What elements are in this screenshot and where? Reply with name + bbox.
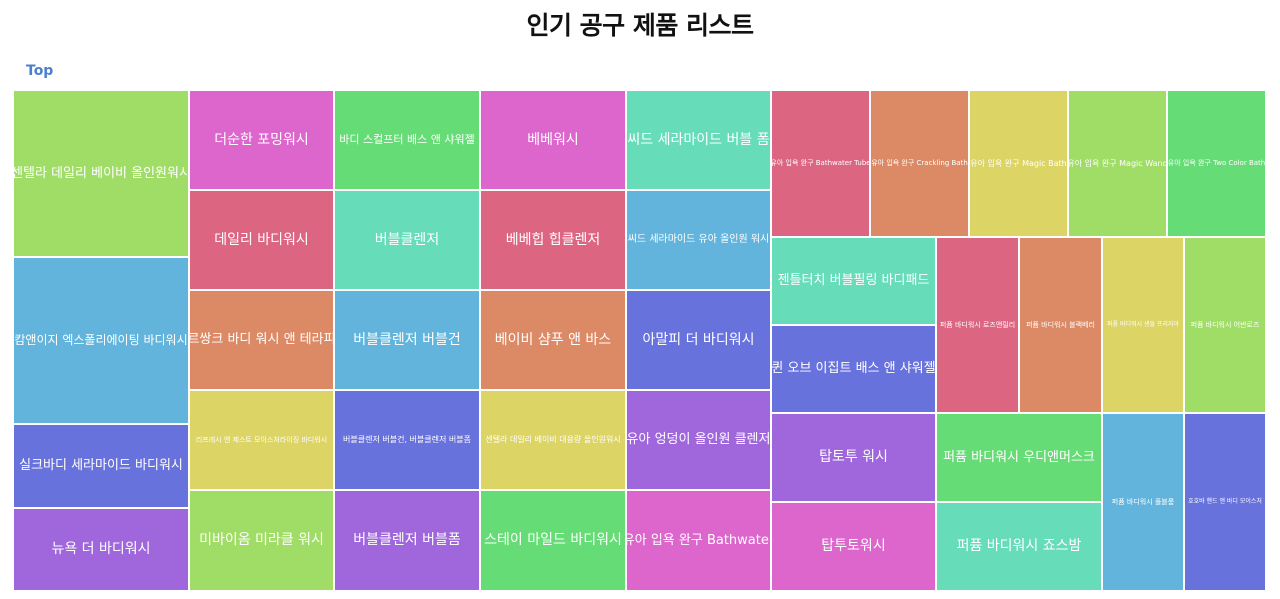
treemap-tile[interactable]: 베베힙 힙클렌저 [480, 190, 626, 290]
treemap-tile-label: 버블클렌저 버블폼 [353, 532, 461, 549]
treemap-tile[interactable]: 탑투토워시 [771, 502, 936, 591]
treemap-tile[interactable]: 퀸 오브 이집트 배스 앤 샤워젤 [771, 325, 936, 413]
treemap-tile-label: 실크바디 세라마이드 바디워시 [19, 458, 183, 474]
treemap-tile[interactable]: 유아 입욕 완구 Bathwater Tube [771, 90, 870, 237]
treemap-tile[interactable]: 센텔라 데일리 베이비 대용량 올인원워시 [480, 390, 626, 490]
treemap-tile-label: 센텔라 데일리 베이비 대용량 올인원워시 [485, 435, 621, 445]
treemap-tile-label: 데일리 바디워시 [214, 231, 309, 248]
treemap-tile[interactable]: 캄앤이지 엑스폴리에이팅 바디워시 [13, 257, 189, 424]
treemap-tile-label: 유아 입욕 완구 Two Color Bath [1167, 159, 1266, 168]
treemap-tile-label: 베이비 샴푸 앤 바스 [494, 331, 612, 348]
treemap-tile-label: 퍼퓸 바디워시 블랙베리 [1026, 320, 1095, 329]
treemap-tile[interactable]: 호호바 핸드 앤 바디 모이스처 [1184, 413, 1266, 591]
treemap-tile[interactable]: 미바이옴 미라클 워시 [189, 490, 334, 591]
treemap-tile-label: 퍼퓸 바디워시 죠스밤 [956, 538, 1082, 555]
treemap-tile-label: 미바이옴 미라클 워시 [199, 532, 324, 549]
treemap-tile-label: 퀸 오브 이집트 배스 앤 샤워젤 [771, 361, 936, 377]
treemap-tile[interactable]: 퍼퓸 바디워시 로즈앤릴리 [936, 237, 1019, 413]
treemap-tile-label: 버블클렌저 [374, 231, 440, 248]
treemap-tile[interactable]: 퍼퓸 바디워시 죠스밤 [936, 502, 1102, 591]
treemap-tile-label: 버블클렌저 버블건, 버블클렌저 버블폼 [343, 435, 471, 445]
treemap-tile[interactable]: 퍼퓸 바디워시 블랙베리 [1019, 237, 1102, 413]
treemap-tile[interactable]: 뉴욕 더 바디워시 [13, 508, 189, 591]
treemap-tile[interactable]: 유아 입욕 완구 Two Color Bath [1167, 90, 1266, 237]
treemap-tile[interactable]: 실크바디 세라마이드 바디워시 [13, 424, 189, 508]
treemap-tile[interactable]: 버블클렌저 버블건 [334, 290, 480, 390]
treemap-tile-label: 스테이 마일드 바디워시 [484, 532, 622, 549]
treemap-tile-label: 베베워시 [527, 131, 579, 148]
treemap-tile-label: 뉴욕 더 바디워시 [51, 541, 151, 558]
treemap-tile-label: 바디 스컬프터 배스 앤 샤워젤 [339, 133, 475, 147]
treemap-tile-label: 센텔라 데일리 베이비 올인원워시 [13, 165, 189, 181]
treemap-tile-label: 퍼퓸 바디워시 로즈앤릴리 [939, 320, 1016, 329]
treemap-tile[interactable]: 퍼퓸 바디워시 샌들 프리지아 [1102, 237, 1184, 413]
treemap-tile-label: 호호바 핸드 앤 바디 모이스처 [1188, 498, 1262, 506]
treemap-tile[interactable]: 유아 입욕 완구 Magic Bath [969, 90, 1068, 237]
treemap-tile-label: 유아 입욕 완구 Bathwater Tube [771, 159, 870, 168]
treemap-tile[interactable]: 퍼퓸 바디워시 우디앤머스크 [936, 413, 1102, 502]
treemap-tile-label: 더순한 포밍워시 [214, 131, 309, 148]
treemap-tile-label: 씨드 세라마이드 버블 폼 [627, 131, 770, 148]
treemap-tile[interactable]: 버블클렌저 [334, 190, 480, 290]
treemap-tile[interactable]: 씨드 세라마이드 버블 폼 [626, 90, 771, 190]
treemap-tile[interactable]: 버블클렌저 버블건, 버블클렌저 버블폼 [334, 390, 480, 490]
treemap-tile[interactable]: 베베워시 [480, 90, 626, 190]
treemap-tile[interactable]: 르쌍크 바디 워시 앤 테라피 [189, 290, 334, 390]
treemap-tile-label: 탑투토워시 [821, 538, 886, 555]
treemap-tile-label: 베베힙 힙클렌저 [505, 231, 601, 248]
treemap-tile-label: 탑토투 워시 [819, 449, 888, 466]
treemap-tile[interactable]: 스테이 마일드 바디워시 [480, 490, 626, 591]
treemap-tile[interactable]: 퍼퓸 바디워시 어반로즈 [1184, 237, 1266, 413]
treemap-tile[interactable]: 퍼퓸 바디워시 풀블룸 [1102, 413, 1184, 591]
treemap-tile-label: 캄앤이지 엑스폴리에이팅 바디워시 [14, 333, 188, 348]
treemap-tile-label: 퍼퓸 바디워시 샌들 프리지아 [1107, 321, 1179, 329]
treemap-tile-label: 아말피 더 바디워시 [642, 331, 755, 348]
treemap-tile-label: 젠틀터치 버블필링 바디패드 [777, 273, 930, 289]
treemap-tile-label: 유아 입욕 완구 Crackling Bath [871, 159, 968, 168]
treemap-tile[interactable]: 유아 입욕 완구 Magic Wand [1068, 90, 1167, 237]
treemap-tile-label: 유아 엉덩이 올인원 클렌저 [626, 432, 771, 448]
treemap-tile-label: 버블클렌저 버블건 [353, 331, 461, 348]
treemap-tile-label: 유아 입욕 완구 Bathwater [626, 532, 771, 548]
treemap-tile[interactable]: 씨드 세라마이드 유아 올인원 워시 [626, 190, 771, 290]
breadcrumb-top[interactable]: Top [26, 63, 54, 79]
treemap-tile[interactable]: 탑토투 워시 [771, 413, 936, 502]
treemap-tile[interactable]: 유아 입욕 완구 Crackling Bath [870, 90, 969, 237]
treemap-tile[interactable]: 리프레시 앤 제스트 모이스처라이징 바디워시 [189, 390, 334, 490]
treemap-tile-label: 퍼퓸 바디워시 풀블룸 [1111, 497, 1175, 506]
treemap-tile[interactable]: 버블클렌저 버블폼 [334, 490, 480, 591]
treemap-tile[interactable]: 센텔라 데일리 베이비 올인원워시 [13, 90, 189, 257]
treemap-tile-label: 씨드 세라마이드 유아 올인원 워시 [627, 234, 770, 245]
treemap-tile[interactable]: 유아 입욕 완구 Bathwater [626, 490, 771, 591]
treemap-tile-label: 르쌍크 바디 워시 앤 테라피 [189, 332, 334, 348]
treemap-tile[interactable]: 더순한 포밍워시 [189, 90, 334, 190]
treemap-tile[interactable]: 바디 스컬프터 배스 앤 샤워젤 [334, 90, 480, 190]
treemap-tile[interactable]: 유아 엉덩이 올인원 클렌저 [626, 390, 771, 490]
treemap-tile-label: 유아 입욕 완구 Magic Wand [1068, 158, 1167, 168]
treemap-tile[interactable]: 젠틀터치 버블필링 바디패드 [771, 237, 936, 325]
treemap-tile-label: 리프레시 앤 제스트 모이스처라이징 바디워시 [195, 435, 328, 444]
treemap-tile-label: 퍼퓸 바디워시 어반로즈 [1190, 320, 1260, 329]
treemap-tile[interactable]: 베이비 샴푸 앤 바스 [480, 290, 626, 390]
treemap-tile[interactable]: 아말피 더 바디워시 [626, 290, 771, 390]
treemap-tile[interactable]: 데일리 바디워시 [189, 190, 334, 290]
treemap-tile-label: 퍼퓸 바디워시 우디앤머스크 [943, 449, 1095, 465]
treemap-tile-label: 유아 입욕 완구 Magic Bath [970, 158, 1067, 168]
chart-title: 인기 공구 제품 리스트 [526, 11, 754, 40]
